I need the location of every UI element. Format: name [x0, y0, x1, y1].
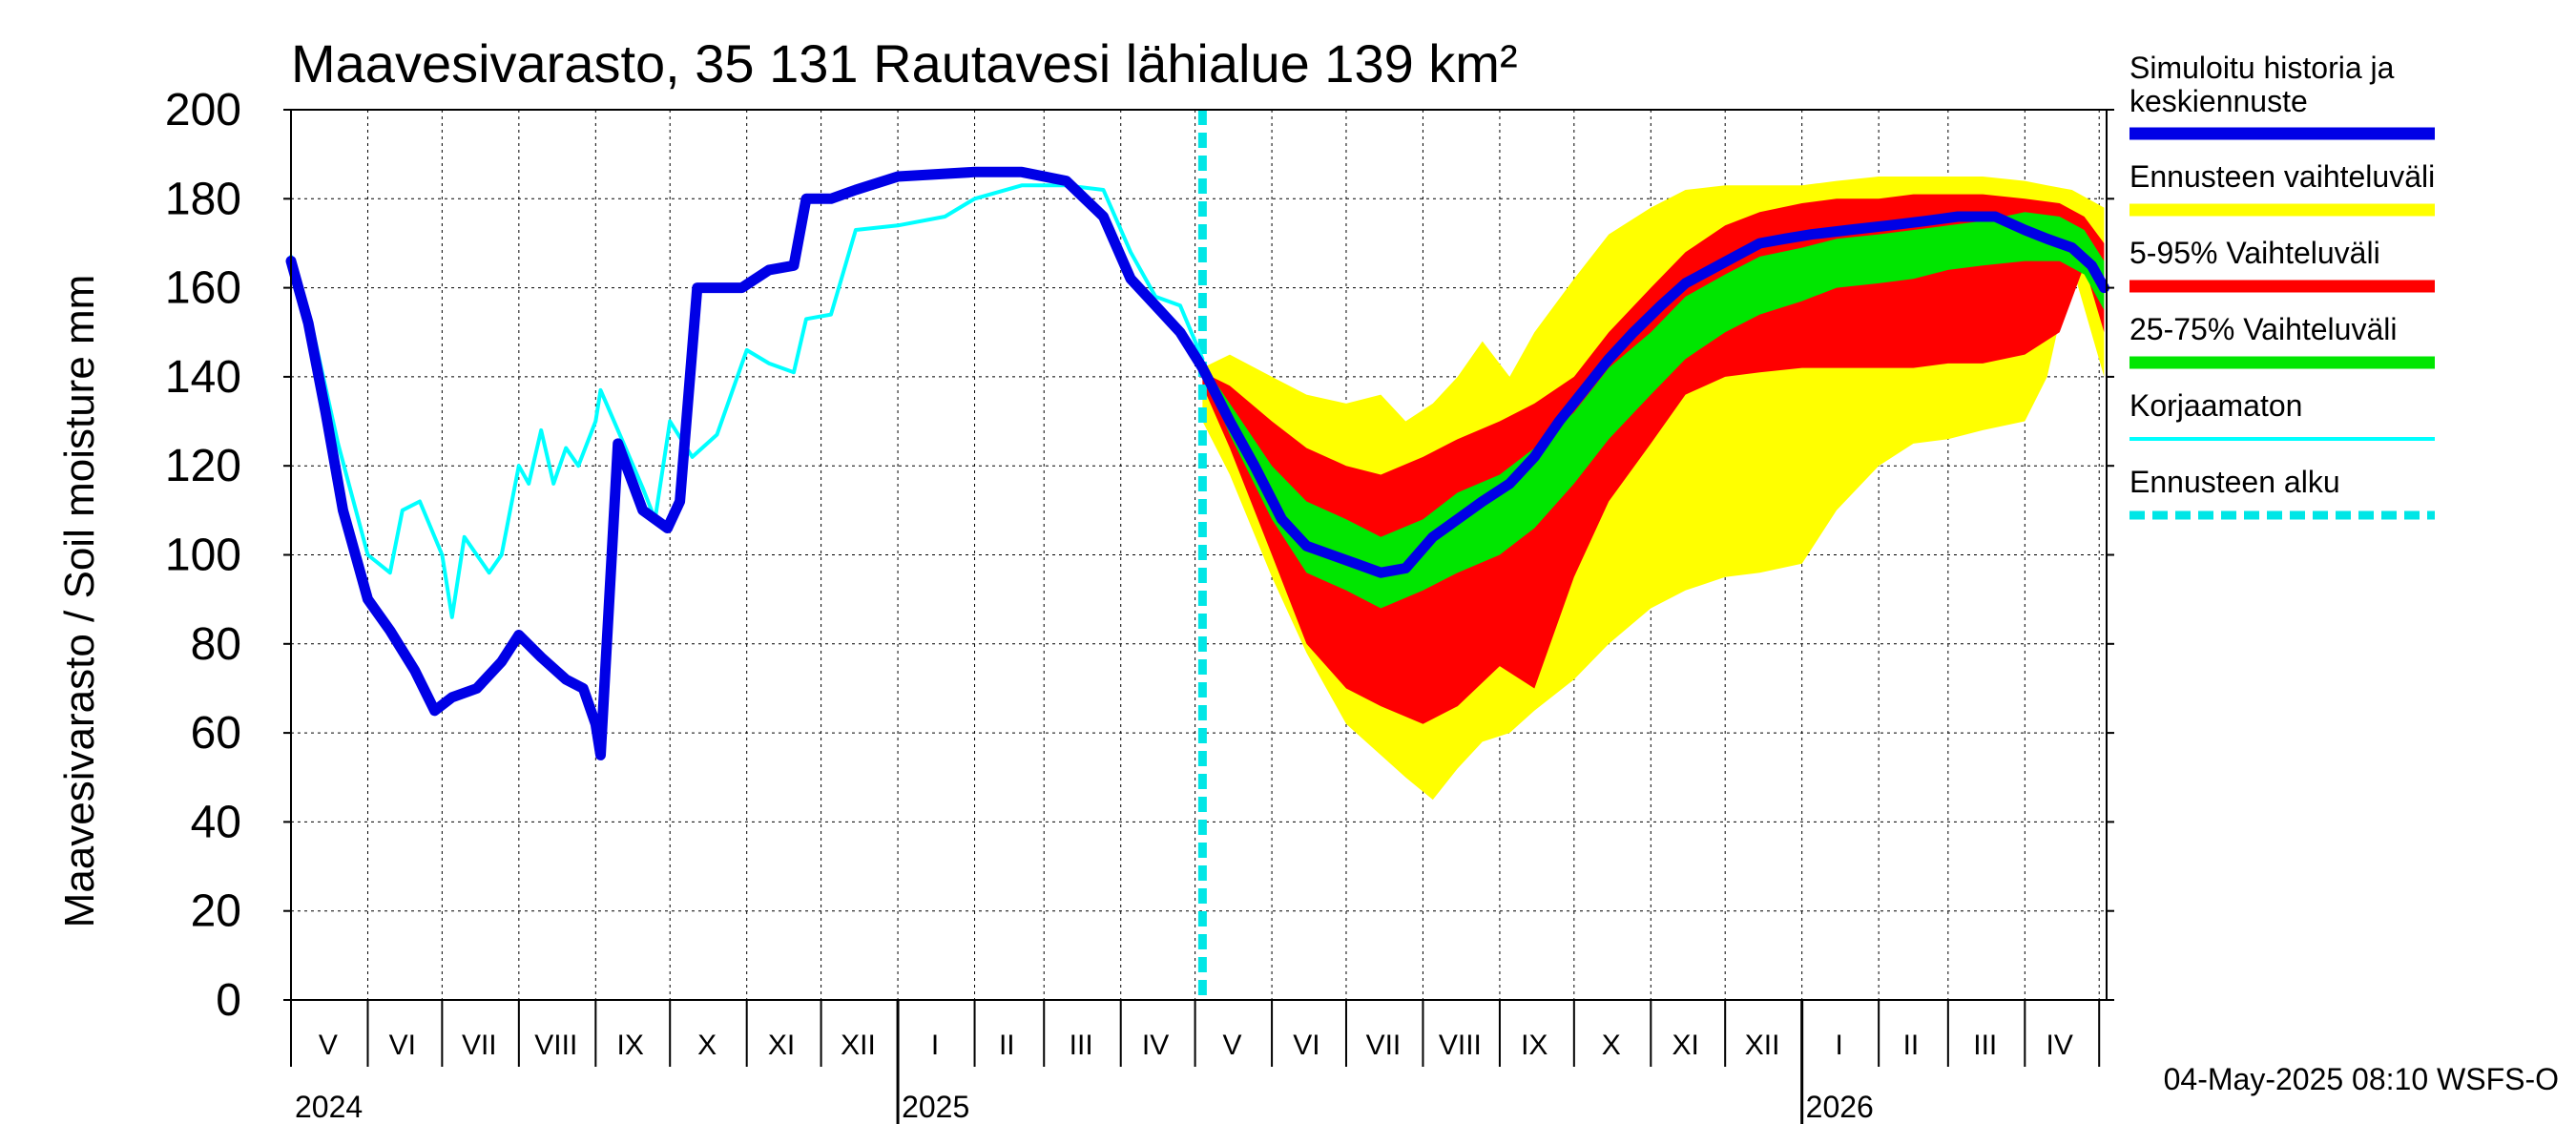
legend-label: 5-95% Vaihteluväli [2129, 236, 2380, 270]
legend-label: Simuloitu historia ja [2129, 51, 2395, 85]
band-5-95-vaihteluv-li [1202, 194, 2105, 724]
legend-label: keskiennuste [2129, 84, 2308, 118]
footer-timestamp: 04-May-2025 08:10 WSFS-O [2164, 1062, 2559, 1096]
series-lines [285, 110, 2109, 1000]
chart-title: Maavesivarasto, 35 131 Rautavesi lähialu… [291, 33, 1518, 94]
month-label: III [1070, 1030, 1093, 1061]
y-tick-label: 100 [165, 531, 241, 581]
series-line-simulated-mean [285, 166, 2109, 760]
y-tick-label: 40 [191, 797, 241, 847]
x-axis-ticks: V VI VII VIII IX X XI XII I II III IV V VI VII VIII IX X X… [290, 1000, 2101, 1124]
month-label: VIII [534, 1030, 577, 1061]
month-label: I [931, 1030, 939, 1061]
y-tick-label: 80 [191, 619, 241, 670]
year-label: 2024 [295, 1090, 363, 1124]
gridlines [291, 110, 2107, 1000]
month-label: XII [1745, 1030, 1780, 1061]
y-tick-label: 160 [165, 263, 241, 314]
month-label: XII [841, 1030, 876, 1061]
month-label: IX [1521, 1030, 1548, 1061]
legend-label: 25-75% Vaihteluväli [2129, 312, 2397, 346]
month-label: X [697, 1030, 717, 1061]
month-label: V [319, 1030, 338, 1061]
y-tick-label: 180 [165, 174, 241, 224]
legend-label: Korjaamaton [2129, 388, 2302, 423]
month-label: VIII [1439, 1030, 1482, 1061]
month-label: XI [1672, 1030, 1698, 1061]
y-tick-label: 140 [165, 352, 241, 403]
series-line-korjaamaton [289, 183, 1205, 619]
month-label: VII [1366, 1030, 1402, 1061]
y-tick-label: 20 [191, 886, 241, 937]
band-25-75-vaihteluv-li [1202, 212, 2105, 609]
legend-label: Ennusteen alku [2129, 465, 2340, 499]
month-label: I [1835, 1030, 1842, 1061]
y-axis-label: Maavesivarasto / Soil moisture mm [56, 275, 103, 928]
year-label: 2026 [1806, 1090, 1874, 1124]
y-tick-label: 200 [165, 85, 241, 135]
legend-label: Ennusteen vaihteluväli [2129, 159, 2435, 194]
month-label: VI [389, 1030, 416, 1061]
y-tick-label: 60 [191, 708, 241, 759]
month-label: III [1973, 1030, 1997, 1061]
month-label: IX [616, 1030, 643, 1061]
month-label: II [999, 1030, 1015, 1061]
forecast-bands [1202, 177, 2105, 801]
month-label: X [1602, 1030, 1621, 1061]
month-label: IV [2046, 1030, 2072, 1061]
y-tick-label: 0 [216, 975, 241, 1026]
month-label: VII [462, 1030, 497, 1061]
month-label: VI [1293, 1030, 1319, 1061]
month-label: XI [768, 1030, 795, 1061]
month-label: V [1223, 1030, 1242, 1061]
year-label: 2025 [902, 1090, 969, 1124]
month-label: IV [1142, 1030, 1169, 1061]
y-tick-label: 120 [165, 441, 241, 491]
y-axis-ticks: 0 20 40 60 80 100 120 140 160 180 200 [165, 85, 291, 1026]
month-label: II [1903, 1030, 1920, 1061]
